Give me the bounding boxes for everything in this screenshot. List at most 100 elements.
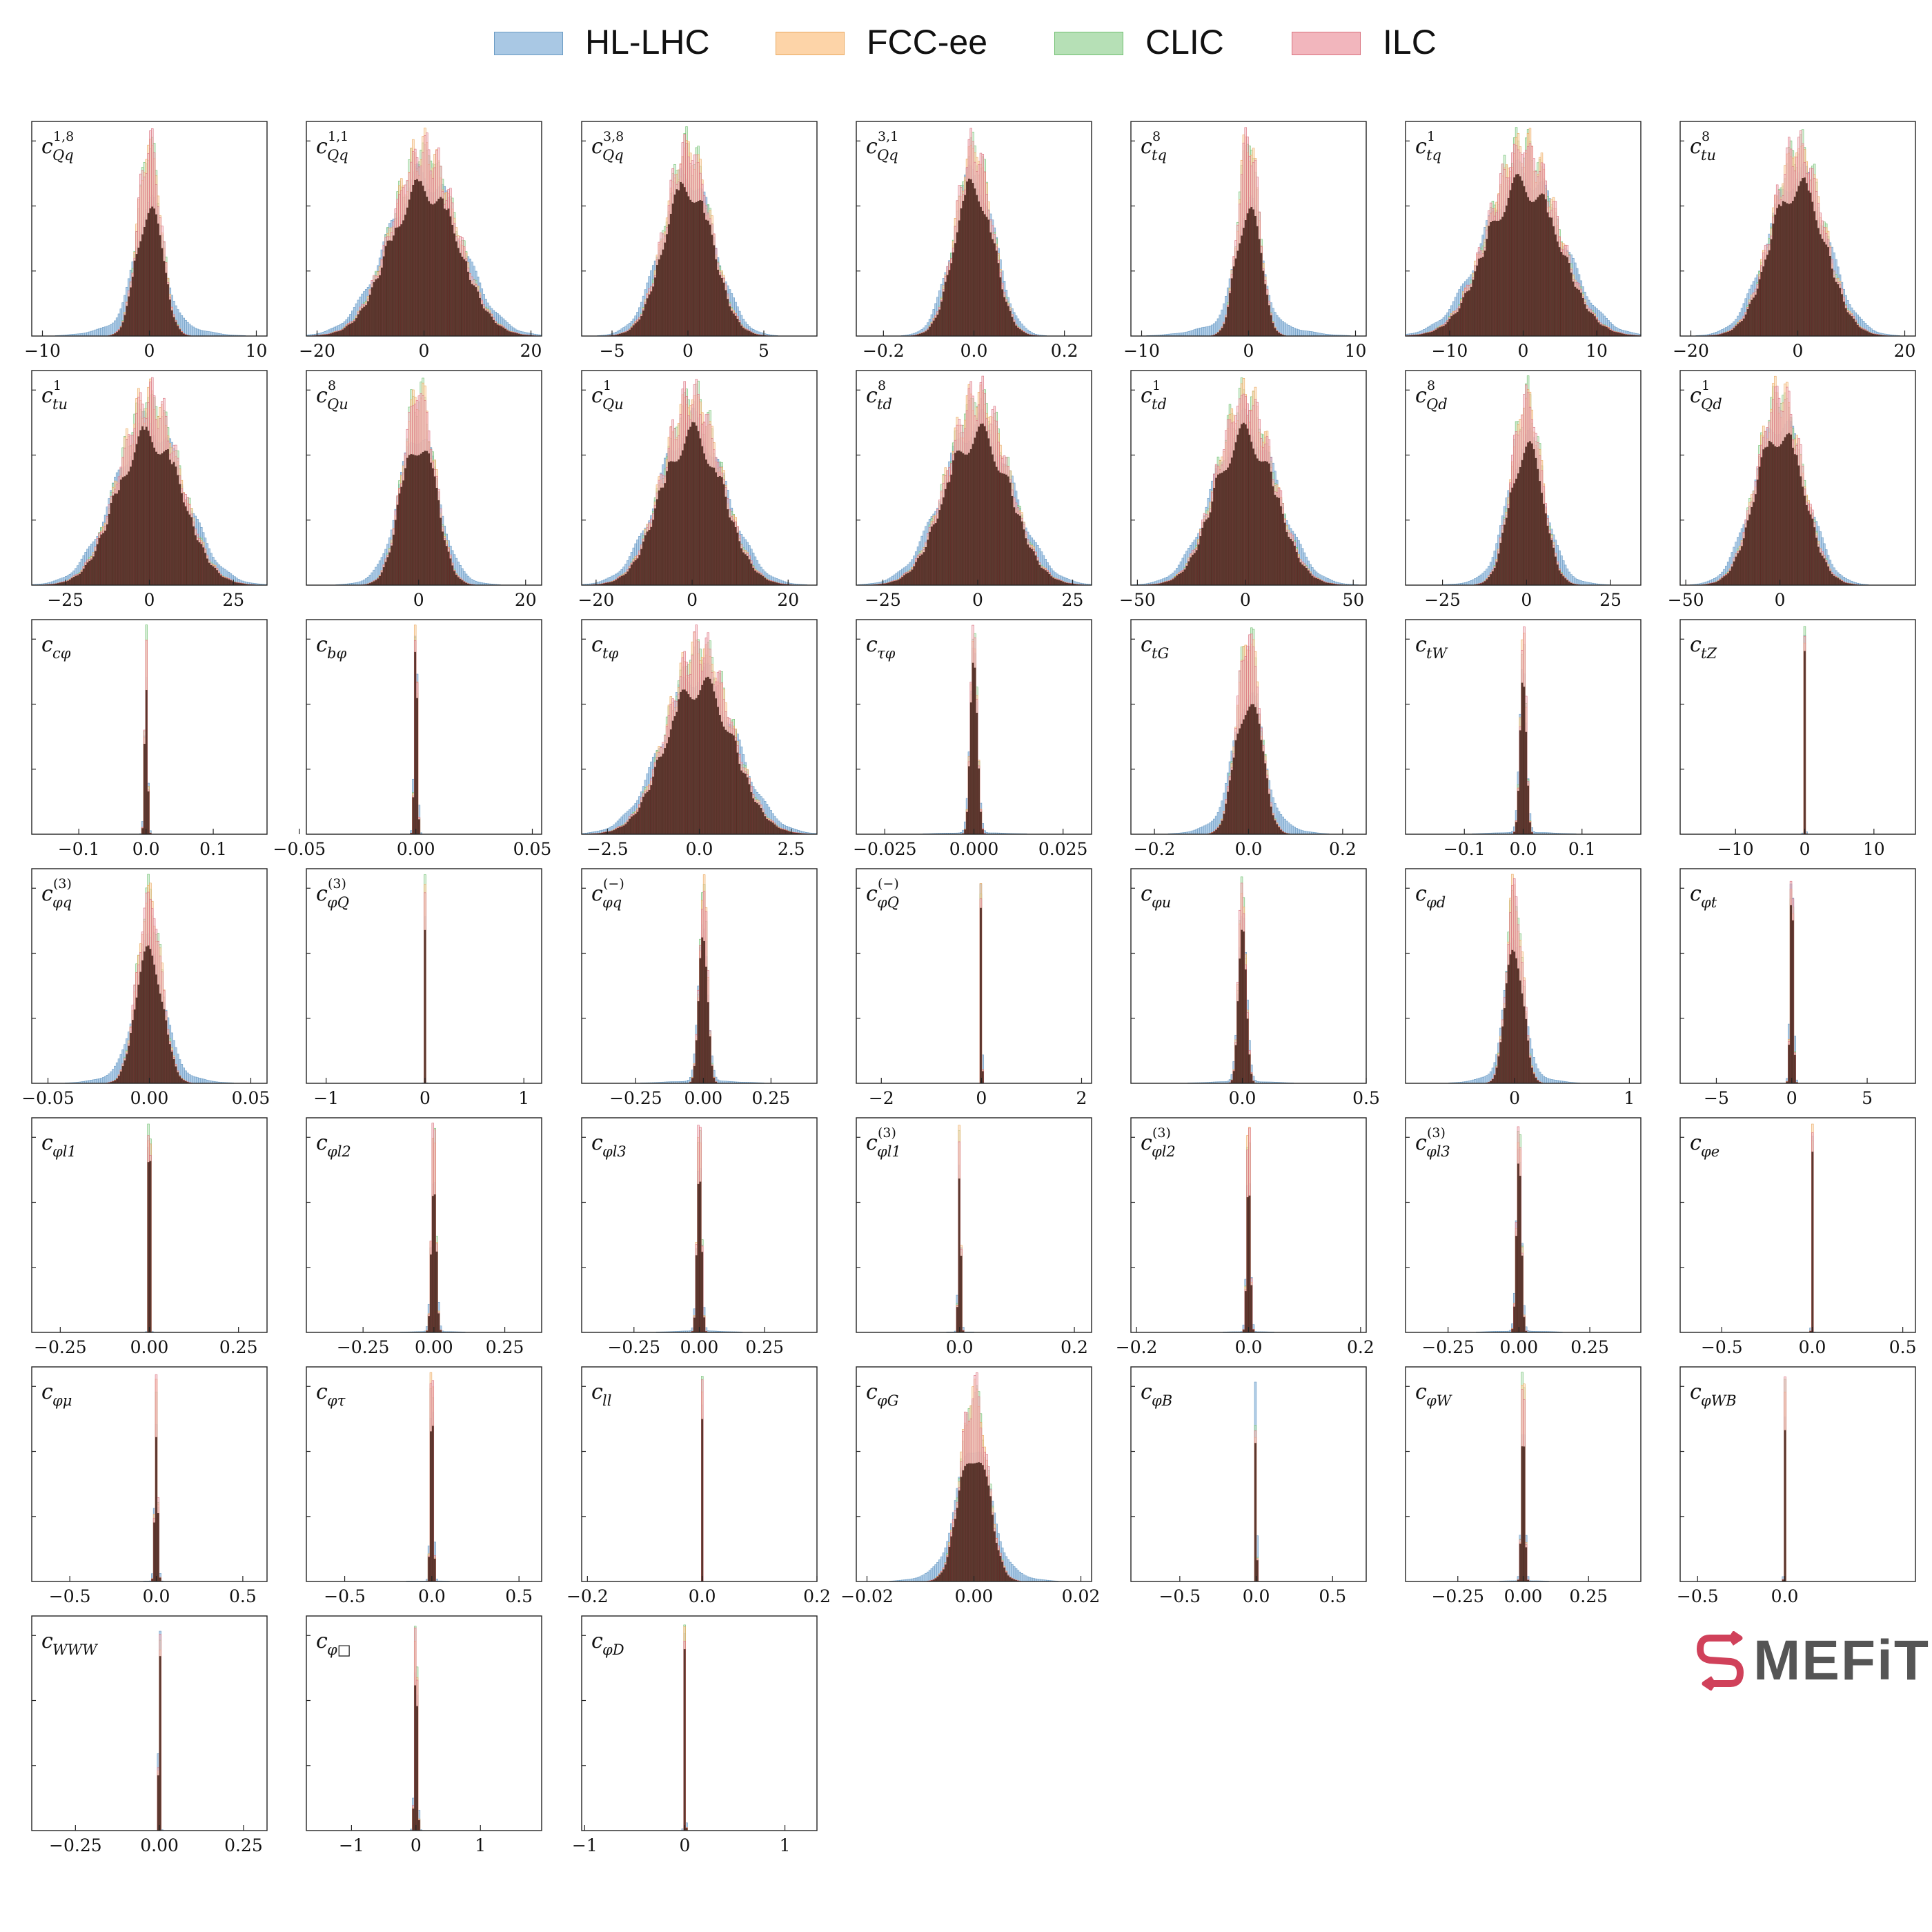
- histogram-bar: [137, 247, 140, 336]
- histogram-bar: [689, 426, 692, 585]
- histogram-bar: [997, 263, 1000, 336]
- histogram-bar: [408, 455, 411, 585]
- histogram-bar: [414, 455, 417, 585]
- histogram-bar: [1517, 174, 1519, 336]
- histogram-bar: [652, 520, 655, 585]
- histogram-bar: [899, 578, 902, 585]
- histogram-bar: [976, 195, 978, 336]
- histogram-bar: [1784, 201, 1786, 336]
- histogram-bar: [722, 282, 725, 336]
- histogram-bar: [217, 573, 220, 585]
- histogram-bar: [1314, 332, 1318, 337]
- histogram-bar: [512, 332, 515, 336]
- label-superscript: 8: [1702, 129, 1710, 144]
- histogram-bar: [139, 430, 142, 585]
- histogram-bar: [1452, 314, 1455, 336]
- histogram-bar: [469, 279, 471, 336]
- histogram-bar: [1741, 321, 1743, 336]
- histogram-bar: [744, 329, 747, 336]
- histogram-bar: [956, 232, 958, 336]
- histogram-bar: [1513, 177, 1516, 336]
- histogram-bar: [147, 213, 150, 336]
- histogram-bar: [732, 313, 735, 336]
- histogram-bar: [161, 453, 164, 585]
- legend-swatch: [1292, 32, 1361, 55]
- histogram-bar: [930, 526, 933, 585]
- histogram-bar: [629, 568, 631, 585]
- histogram-bar: [740, 325, 743, 336]
- histogram-bar: [324, 334, 326, 336]
- histogram-bar: [188, 324, 191, 337]
- histogram-overlap: [609, 181, 767, 336]
- histogram-bar: [711, 235, 713, 336]
- histogram-bar: [1729, 331, 1731, 336]
- histogram-bar: [764, 578, 767, 585]
- histogram-bar: [516, 333, 518, 336]
- legend-swatch: [494, 32, 563, 55]
- histogram-bar: [918, 333, 921, 336]
- histogram-bar: [149, 436, 152, 585]
- histogram-bar: [431, 468, 434, 585]
- histogram-bar: [642, 541, 644, 585]
- histogram-panel: −20 0 20c 1,1Qq: [299, 121, 542, 361]
- histogram-bar: [357, 314, 359, 336]
- histogram-bar: [343, 328, 346, 336]
- histogram-bar: [100, 327, 103, 337]
- histogram-bar: [442, 531, 444, 585]
- histogram-bar: [611, 582, 613, 585]
- histogram-bar: [891, 581, 894, 585]
- histogram-bar: [707, 464, 709, 585]
- histogram-bar: [180, 493, 183, 585]
- histogram-bar: [147, 431, 150, 585]
- histogram-bar: [920, 333, 923, 336]
- histogram-bar: [1860, 328, 1863, 336]
- histogram-bar: [680, 455, 682, 585]
- histogram-bar: [408, 199, 411, 336]
- histogram-bar: [1197, 328, 1200, 337]
- x-tick-label: 25: [222, 590, 244, 610]
- histogram-bar: [1312, 331, 1316, 337]
- histogram-bar: [624, 573, 627, 585]
- histogram-bar: [88, 560, 91, 585]
- histogram-bar: [734, 315, 737, 336]
- histogram-bar: [1576, 288, 1579, 336]
- histogram-overlap: [43, 426, 255, 585]
- histogram-bar: [648, 530, 651, 585]
- coefficient-label: c: [1415, 135, 1427, 159]
- histogram-bar: [373, 581, 375, 585]
- histogram-bar: [398, 226, 401, 336]
- histogram-bar: [1530, 201, 1533, 336]
- histogram-bar: [1511, 183, 1514, 336]
- histogram-bar: [618, 577, 621, 585]
- histogram-bar: [188, 514, 191, 585]
- histogram-bar: [1809, 193, 1812, 336]
- histogram-bar: [92, 330, 95, 337]
- histogram-bar: [703, 453, 706, 585]
- histogram-bar: [750, 332, 753, 336]
- histogram-bar: [917, 558, 919, 585]
- histogram-bar: [685, 191, 688, 336]
- histogram-bar: [662, 249, 664, 336]
- histogram-bar: [736, 532, 739, 585]
- histogram-bar: [760, 335, 762, 336]
- x-tick-label: −10: [1123, 341, 1160, 361]
- histogram-bar: [640, 549, 643, 585]
- histogram-bar: [194, 535, 197, 585]
- histogram-bar: [1435, 329, 1437, 336]
- histogram-bar: [1479, 257, 1482, 336]
- x-tick-label: −20: [299, 341, 335, 361]
- histogram-bar: [732, 522, 735, 585]
- histogram-bar: [929, 326, 931, 336]
- histogram-bar: [927, 540, 929, 585]
- label-base: c: [866, 135, 878, 159]
- histogram-bar: [620, 333, 623, 336]
- histogram-bar: [1230, 278, 1233, 336]
- histogram-bar: [416, 179, 418, 336]
- histogram-bar: [373, 282, 375, 336]
- histogram-bar: [1529, 200, 1531, 336]
- histogram-bar: [1191, 330, 1194, 337]
- histogram-bar: [1493, 220, 1496, 336]
- histogram-bar: [1546, 212, 1549, 336]
- histogram-bar: [214, 567, 217, 585]
- histogram-bar: [756, 572, 758, 585]
